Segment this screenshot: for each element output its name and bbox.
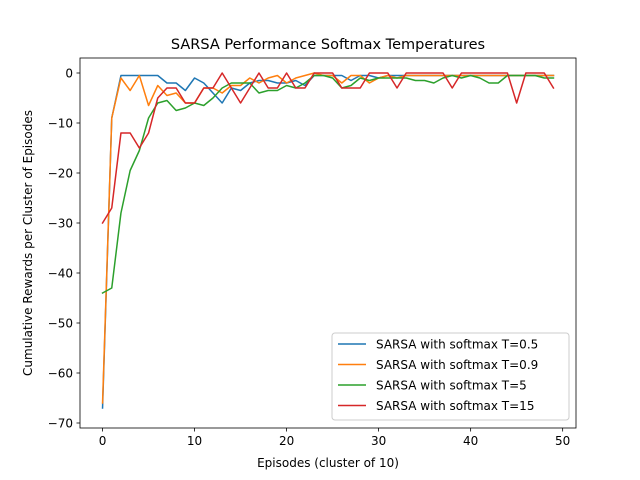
legend-box <box>331 332 570 421</box>
series-line-3 <box>101 74 555 295</box>
x-tick-label: 50 <box>555 434 570 448</box>
x-axis: 0 10 20 30 40 50 <box>99 428 570 448</box>
y-tick-label: −30 <box>48 216 73 230</box>
y-tick-label: −10 <box>48 116 73 130</box>
y-tick-label: −60 <box>48 366 73 380</box>
legend: SARSA with softmax T=0.5 SARSA with softm… <box>331 332 570 421</box>
legend-label: SARSA with softmax T=15 <box>376 399 534 413</box>
y-tick-label: 0 <box>65 66 73 80</box>
legend-label: SARSA with softmax T=5 <box>376 378 527 392</box>
x-tick-label: 20 <box>279 434 294 448</box>
y-axis-label: Cumulative Rewards per Cluster of Episod… <box>21 110 35 376</box>
x-tick-label: 40 <box>463 434 478 448</box>
y-tick-label: −40 <box>48 266 73 280</box>
x-tick-label: 0 <box>99 434 107 448</box>
series-line-2 <box>101 72 555 404</box>
legend-label: SARSA with softmax T=0.5 <box>376 337 538 351</box>
x-tick-label: 30 <box>371 434 386 448</box>
plot-area <box>79 57 577 429</box>
x-tick-label: 10 <box>187 434 202 448</box>
y-tick-label: −20 <box>48 166 73 180</box>
legend-label: SARSA with softmax T=0.9 <box>376 358 538 372</box>
series-lines <box>101 72 555 409</box>
chart-title: SARSA Performance Softmax Temperatures <box>171 37 485 53</box>
y-tick-label: −70 <box>48 416 73 430</box>
x-axis-label: Episodes (cluster of 10) <box>257 456 399 470</box>
y-tick-label: −50 <box>48 316 73 330</box>
y-axis: −70 −60 −50 −40 −30 −20 −10 0 <box>48 66 80 430</box>
series-line-4 <box>101 72 555 225</box>
